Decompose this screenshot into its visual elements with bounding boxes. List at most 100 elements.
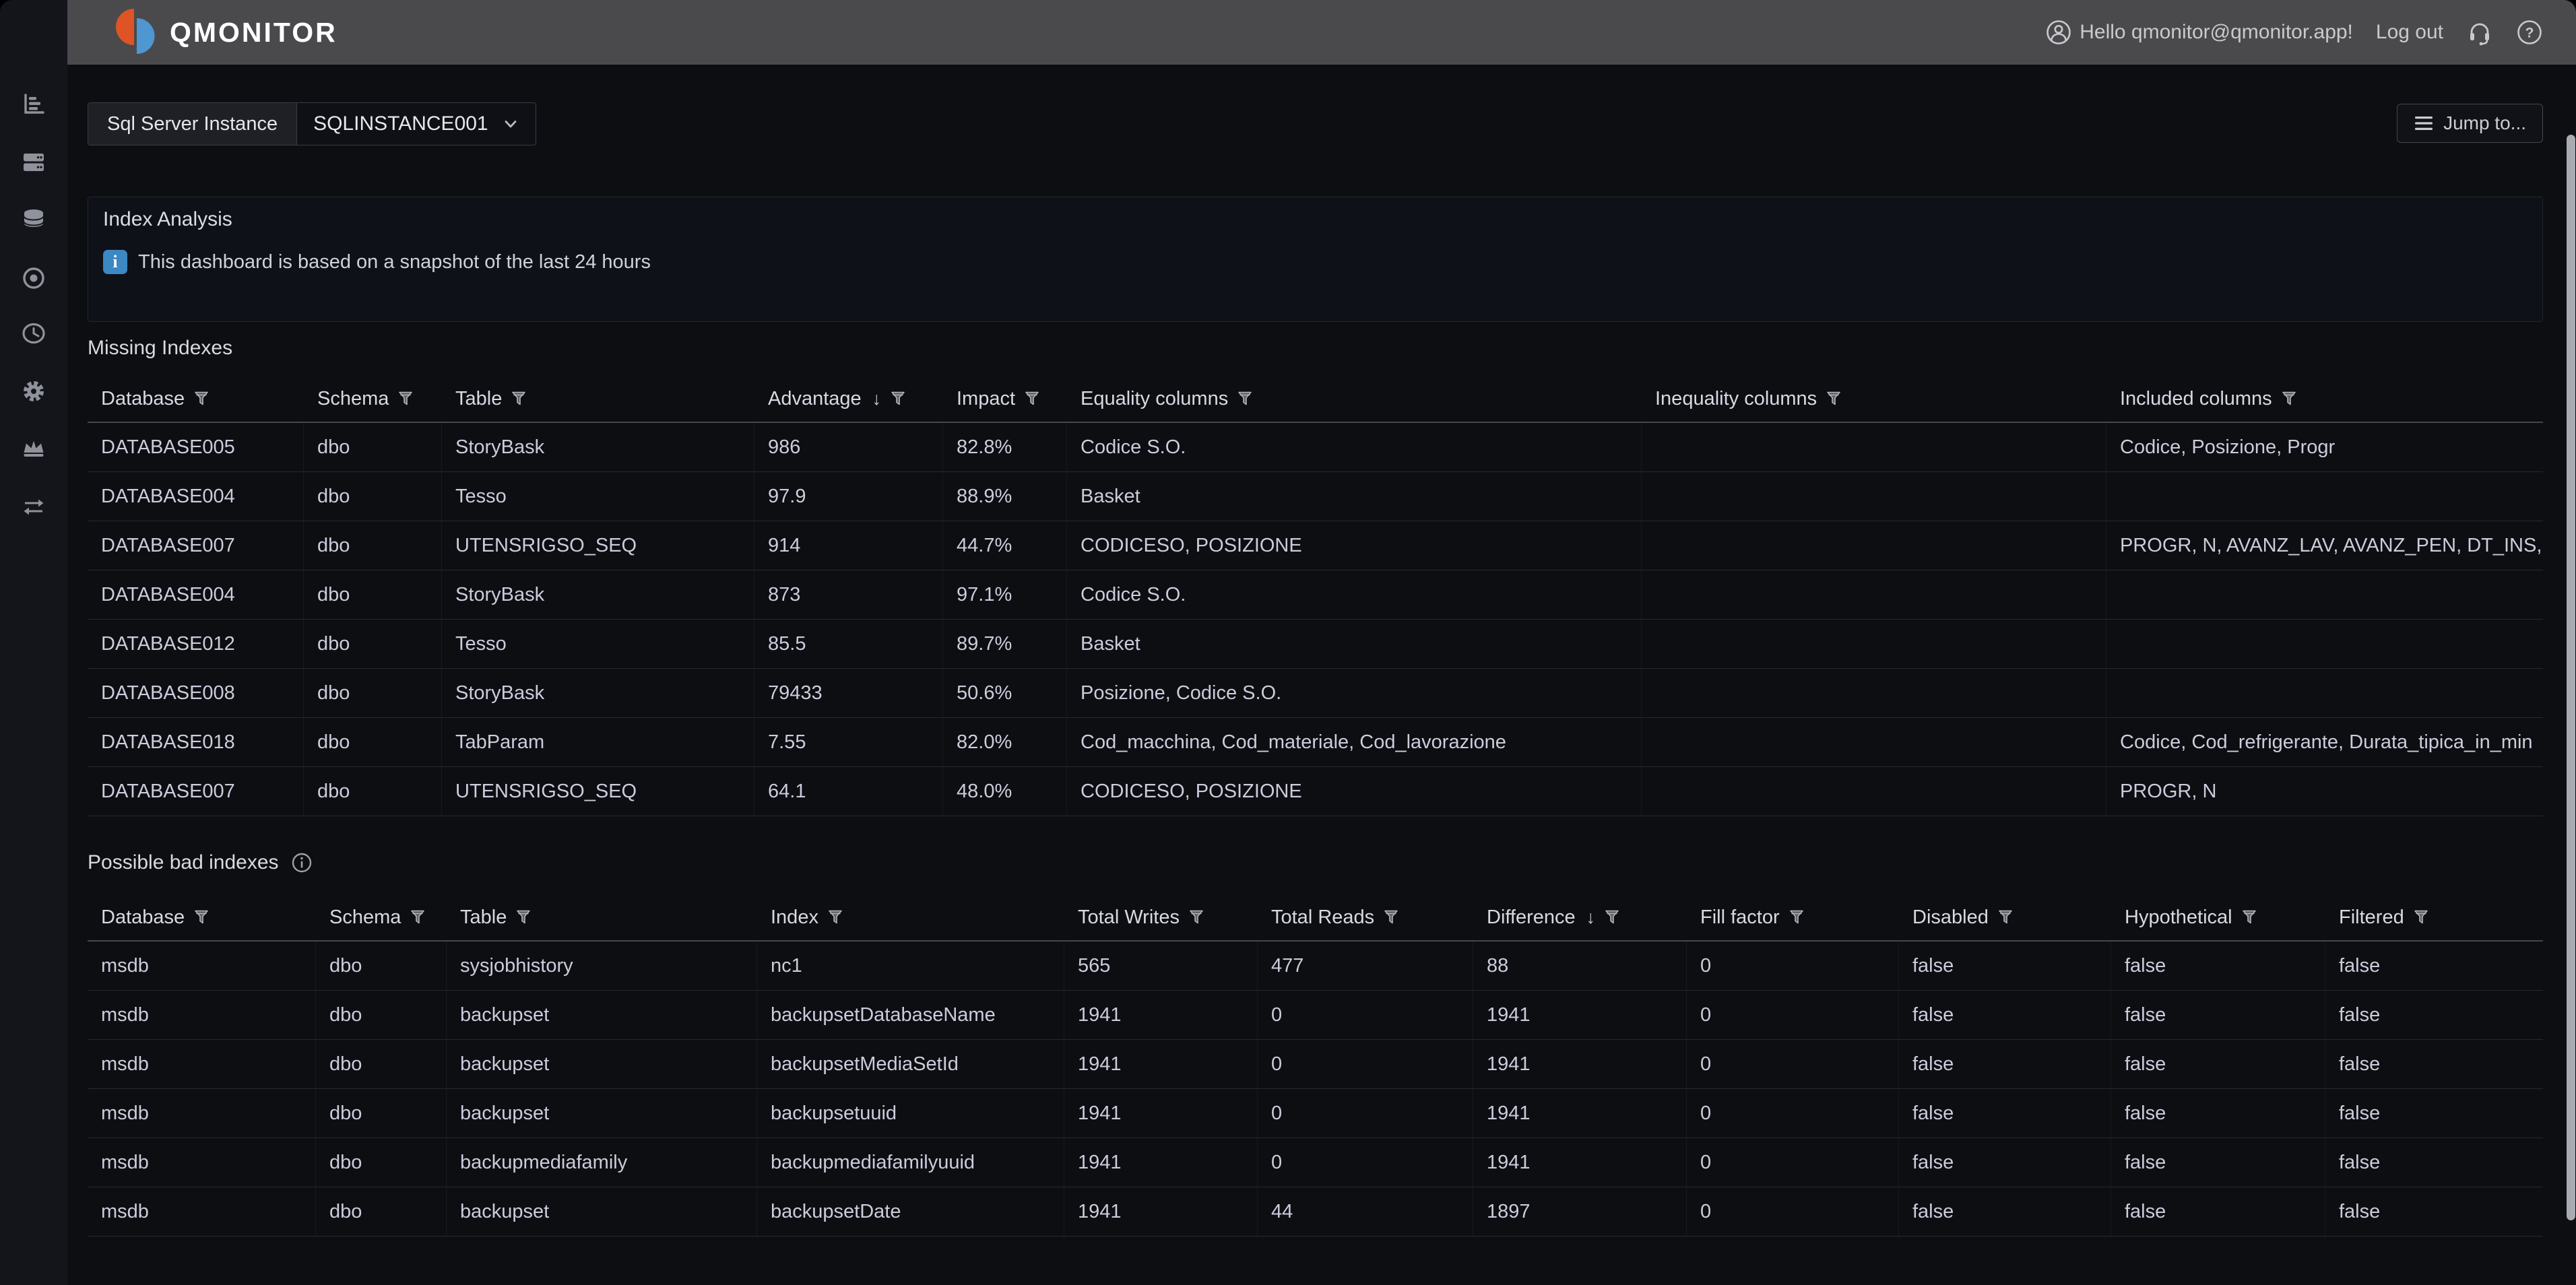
missing-indexes-header-table[interactable]: Table xyxy=(442,376,754,422)
sidebar xyxy=(0,0,67,1285)
table-cell: 44 xyxy=(1258,1187,1473,1236)
filter-icon[interactable] xyxy=(515,909,532,926)
table-cell: false xyxy=(2111,1089,2325,1138)
missing-indexes-row: DATABASE005 dbo StoryBask 986 82.8% Codice S.… xyxy=(88,423,2543,472)
sidebar-item-crown[interactable] xyxy=(19,435,49,465)
table-cell: StoryBask xyxy=(442,423,754,471)
filter-icon[interactable] xyxy=(1382,909,1400,926)
missing-indexes-header-equality-columns[interactable]: Equality columns xyxy=(1067,376,1642,422)
table-cell: backupset xyxy=(447,1040,757,1088)
table-cell: 1941 xyxy=(1064,1089,1258,1138)
filter-icon[interactable] xyxy=(1825,390,1842,407)
missing-indexes-row: DATABASE004 dbo Tesso 97.9 88.9% Basket xyxy=(88,472,2543,521)
variable-dropdown[interactable]: SQLINSTANCE001 xyxy=(296,103,536,145)
filter-icon[interactable] xyxy=(2280,390,2298,407)
missing-indexes-row: DATABASE012 dbo Tesso 85.5 89.7% Basket xyxy=(88,620,2543,669)
possible-bad-indexes-header-hypothetical[interactable]: Hypothetical xyxy=(2111,894,2325,940)
possible-bad-indexes-header-filtered[interactable]: Filtered xyxy=(2325,894,2543,940)
table-cell: Codice, Cod_refrigerante, Durata_tipica_… xyxy=(2120,731,2533,753)
scrollbar-thumb[interactable] xyxy=(2567,135,2575,1220)
possible-bad-indexes-header-fill-factor[interactable]: Fill factor xyxy=(1687,894,1899,940)
info-circle-icon[interactable] xyxy=(291,852,313,874)
missing-indexes-header-included-columns[interactable]: Included columns xyxy=(2106,376,2543,422)
table-cell: false xyxy=(1899,1040,2111,1088)
table-cell: false xyxy=(1899,991,2111,1039)
possible-bad-indexes-header-total-reads[interactable]: Total Reads xyxy=(1258,894,1473,940)
possible-bad-indexes-header-difference[interactable]: Difference ↓ xyxy=(1473,894,1687,940)
missing-indexes-header-database[interactable]: Database xyxy=(88,376,304,422)
table-cell: 88 xyxy=(1473,942,1687,990)
missing-indexes-header-advantage[interactable]: Advantage ↓ xyxy=(754,376,943,422)
brand-logo[interactable]: QMONITOR xyxy=(112,5,337,60)
panel-message-text: This dashboard is based on a snapshot of… xyxy=(138,251,651,273)
table-cell: backupsetDatabaseName xyxy=(757,991,1064,1039)
filter-icon[interactable] xyxy=(2241,909,2258,926)
table-cell: 82.8% xyxy=(943,423,1067,471)
filter-icon[interactable] xyxy=(1188,909,1205,926)
sidebar-item-swap-arrows[interactable] xyxy=(19,493,49,523)
sidebar-item-bar-chart[interactable] xyxy=(19,90,49,120)
sidebar-item-database[interactable] xyxy=(19,206,49,236)
filter-icon[interactable] xyxy=(1023,390,1041,407)
table-cell: Basket xyxy=(1067,472,1642,521)
logout-button[interactable]: Log out xyxy=(2375,21,2443,43)
possible-bad-indexes-header-schema[interactable]: Schema xyxy=(316,894,447,940)
table-cell: 50.6% xyxy=(943,669,1067,717)
sidebar-item-clock[interactable] xyxy=(19,319,49,349)
table-cell: DATABASE008 xyxy=(88,669,304,717)
filter-icon[interactable] xyxy=(397,390,414,407)
table-cell: 1941 xyxy=(1064,1187,1258,1236)
support-button[interactable] xyxy=(2466,19,2493,46)
table-cell: msdb xyxy=(88,1138,316,1187)
possible-bad-indexes-header-total-writes[interactable]: Total Writes xyxy=(1064,894,1258,940)
filter-icon[interactable] xyxy=(1997,909,2014,926)
filter-icon[interactable] xyxy=(889,390,907,407)
table-cell: StoryBask xyxy=(442,570,754,619)
missing-indexes-header-schema[interactable]: Schema xyxy=(304,376,442,422)
filter-icon[interactable] xyxy=(2412,909,2430,926)
sidebar-item-record[interactable] xyxy=(19,264,49,294)
sort-desc-icon[interactable]: ↓ xyxy=(872,388,882,409)
table-cell: 0 xyxy=(1258,1089,1473,1138)
svg-text:?: ? xyxy=(2525,26,2534,41)
sidebar-item-gear[interactable] xyxy=(19,377,49,407)
table-cell: 88.9% xyxy=(943,472,1067,521)
filter-icon[interactable] xyxy=(193,909,210,926)
filter-icon[interactable] xyxy=(1603,909,1621,926)
column-label: Filtered xyxy=(2339,906,2404,928)
table-cell: 1941 xyxy=(1473,1138,1687,1187)
crown-icon xyxy=(20,436,47,465)
missing-indexes-header-impact[interactable]: Impact xyxy=(943,376,1067,422)
table-cell: msdb xyxy=(88,942,316,990)
filter-icon[interactable] xyxy=(409,909,426,926)
sidebar-item-servers[interactable] xyxy=(19,148,49,178)
table-cell xyxy=(2106,472,2543,521)
table-cell: msdb xyxy=(88,1040,316,1088)
table-cell: CODICESO, POSIZIONE xyxy=(1067,521,1642,570)
help-button[interactable]: ? xyxy=(2516,19,2543,46)
filter-icon[interactable] xyxy=(1788,909,1805,926)
possible-bad-indexes-title-text: Possible bad indexes xyxy=(88,851,279,874)
panel-message: i This dashboard is based on a snapshot … xyxy=(103,250,2542,274)
filter-icon[interactable] xyxy=(510,390,527,407)
vertical-scrollbar[interactable] xyxy=(2565,129,2576,1285)
table-cell: TabParam xyxy=(442,718,754,766)
table-cell xyxy=(1642,620,2106,668)
filter-icon[interactable] xyxy=(1236,390,1254,407)
column-label: Disabled xyxy=(1912,906,1989,928)
filter-icon[interactable] xyxy=(827,909,844,926)
possible-bad-indexes-header-disabled[interactable]: Disabled xyxy=(1899,894,2111,940)
sort-desc-icon[interactable]: ↓ xyxy=(1586,907,1596,927)
possible-bad-indexes-header-index[interactable]: Index xyxy=(757,894,1064,940)
missing-indexes-header-inequality-columns[interactable]: Inequality columns xyxy=(1642,376,2106,422)
possible-bad-indexes-header-database[interactable]: Database xyxy=(88,894,316,940)
table-cell: backupset xyxy=(447,991,757,1039)
possible-bad-indexes-header-table[interactable]: Table xyxy=(447,894,757,940)
possible-bad-indexes-header-row: Database Schema Table Index Total Writes Tota… xyxy=(88,894,2543,942)
brand-name: QMONITOR xyxy=(170,16,337,48)
jump-to-button[interactable]: Jump to... xyxy=(2397,104,2543,143)
table-cell: false xyxy=(2111,1138,2325,1187)
table-cell: false xyxy=(1899,1138,2111,1187)
filter-icon[interactable] xyxy=(193,390,210,407)
possible-bad-indexes-row: msdb dbo backupset backupsetDate 1941 44 1897 0… xyxy=(88,1187,2543,1237)
